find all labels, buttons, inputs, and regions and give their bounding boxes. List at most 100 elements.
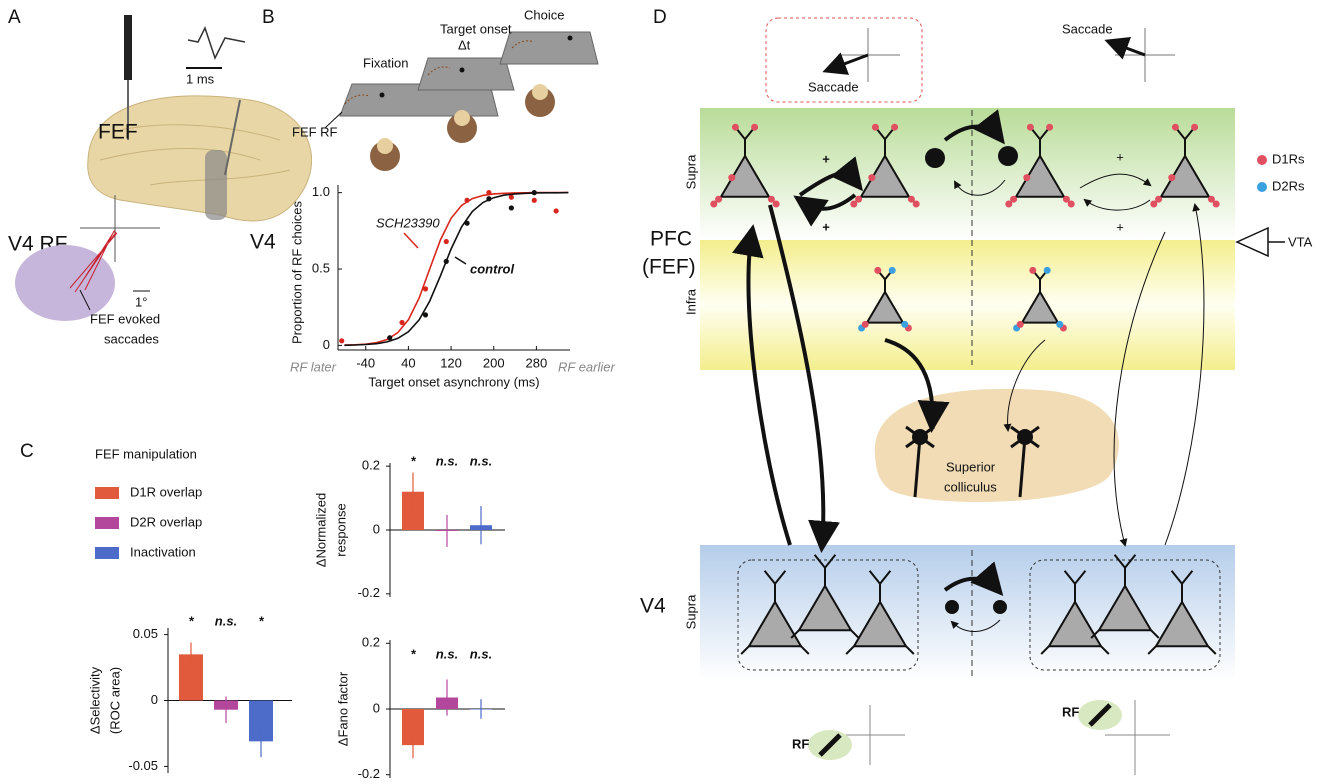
panel-label: B: [262, 7, 275, 28]
monkey-face: [454, 110, 470, 126]
epoch-label: Fixation: [363, 55, 409, 70]
receptor: [874, 267, 881, 274]
y-tick-label: 0: [323, 337, 330, 352]
receptive-field: [15, 245, 115, 321]
page: {"panels": { "A": {"label": "A", "fef": …: [0, 0, 1328, 784]
receptor: [1023, 174, 1030, 181]
data-point: [509, 195, 514, 200]
legend-dot: [1257, 155, 1267, 165]
data-point: [444, 239, 449, 244]
y-axis-label: ΔNormalized: [313, 493, 328, 567]
v4-electrode-site: [205, 150, 227, 220]
area-label: V4: [640, 595, 666, 618]
significance-label: n.s.: [215, 613, 237, 628]
legend-dot: [1257, 182, 1267, 192]
layer-label: Supra: [683, 594, 698, 629]
y-tick-label: -0.2: [358, 766, 380, 781]
saccade-label: Saccade: [808, 79, 859, 94]
receptor: [872, 124, 879, 131]
significance-label: n.s.: [436, 646, 458, 661]
data-point: [399, 320, 404, 325]
significance-label: n.s.: [470, 453, 492, 468]
fixation-dot: [380, 93, 385, 98]
epoch-label: Δt: [458, 37, 471, 52]
x-tick-label: 40: [401, 355, 415, 370]
y-axis-label: ΔFano factor: [335, 671, 350, 746]
x-note: RF later: [290, 359, 337, 374]
x-tick-label: 120: [440, 355, 462, 370]
series-label: control: [470, 261, 514, 276]
saccade-arrow: [828, 55, 868, 70]
panel-label: A: [8, 7, 21, 28]
scale-label: 1°: [135, 294, 147, 309]
plus-sign: +: [822, 151, 830, 166]
significance-label: *: [410, 646, 416, 661]
receptor: [901, 321, 908, 328]
data-point: [464, 198, 469, 203]
vta-terminal: [1237, 228, 1268, 256]
rf-label: FEF RF: [292, 124, 338, 139]
electrode: [124, 15, 132, 80]
data-point: [444, 259, 449, 264]
data-point: [532, 198, 537, 203]
y-tick-label: 0: [373, 700, 380, 715]
receptor: [868, 174, 875, 181]
interneuron: [993, 600, 1007, 614]
interneuron: [998, 146, 1018, 166]
data-point: [486, 190, 491, 195]
label-pointer: [455, 257, 466, 264]
legend-label: D1R overlap: [130, 484, 202, 499]
x-tick-label: 200: [483, 355, 505, 370]
target-dot: [460, 68, 465, 73]
panel-a: A 1 ms FEF V4 V4 RF 1° FEF evoked saccad…: [8, 7, 312, 346]
legend-label: D1Rs: [1272, 151, 1305, 166]
x-tick-label: -40: [356, 355, 375, 370]
y-tick-label: 0.2: [362, 458, 380, 473]
legend-label: D2R overlap: [130, 514, 202, 529]
area-label: FEF: [98, 121, 138, 144]
data-point: [554, 208, 559, 213]
y-tick-label: 0: [373, 521, 380, 536]
data-point: [339, 338, 344, 343]
receptor: [1029, 267, 1036, 274]
epoch-label: Choice: [524, 7, 564, 22]
panel-c: C FEF manipulation: [20, 441, 197, 462]
monkey-face: [377, 138, 393, 154]
receptor: [1155, 196, 1162, 203]
legend-label: D2Rs: [1272, 178, 1305, 193]
x-axis-label: Target onset asynchrony (ms): [368, 374, 539, 389]
receptor: [908, 196, 915, 203]
y-axis-label: response: [333, 503, 348, 556]
superior-colliculus: [875, 389, 1119, 502]
data-point: [423, 286, 428, 291]
data-point: [509, 205, 514, 210]
legend-label: Inactivation: [130, 544, 196, 559]
x-tick-label: 280: [526, 355, 548, 370]
y-tick-label: 0: [151, 692, 158, 707]
data-point: [387, 335, 392, 340]
receptor: [715, 196, 722, 203]
legend-title: FEF manipulation: [95, 446, 197, 461]
screen: [500, 32, 598, 64]
significance-label: n.s.: [470, 646, 492, 661]
saccade-label: Saccade: [1062, 21, 1113, 36]
significance-label: *: [188, 613, 194, 628]
epoch-label: Target onset: [440, 21, 512, 36]
series-label: SCH23390: [376, 215, 440, 230]
y-axis-label: Proportion of RF choices: [289, 200, 304, 344]
receptor: [1168, 174, 1175, 181]
legend-swatch: [95, 517, 119, 529]
plus-sign: +: [822, 219, 830, 234]
sc-label: Superior: [946, 459, 996, 474]
legend-swatch: [95, 487, 119, 499]
receptor: [1017, 321, 1024, 328]
receptor: [1172, 124, 1179, 131]
data-point: [486, 196, 491, 201]
rf-label: RF: [1062, 704, 1079, 719]
brain: [88, 96, 312, 221]
screen: [418, 58, 514, 90]
panel-b: B Fixation Target onset Δt Choice FEF RF: [262, 7, 598, 171]
saccade-label: FEF evoked: [90, 311, 160, 326]
receptor: [889, 267, 896, 274]
receptor: [1208, 196, 1215, 203]
